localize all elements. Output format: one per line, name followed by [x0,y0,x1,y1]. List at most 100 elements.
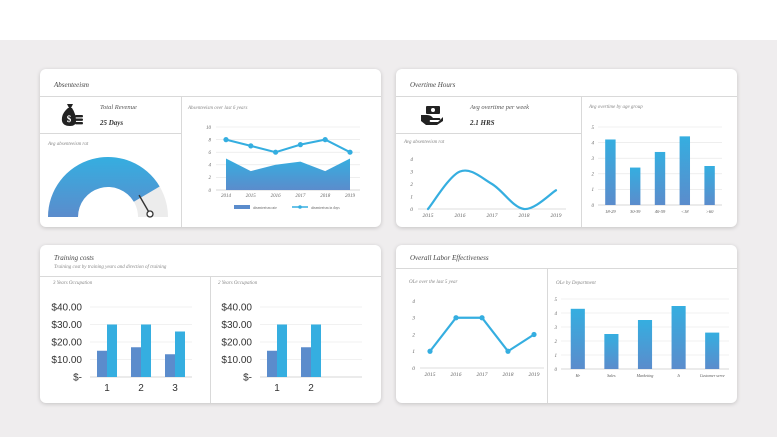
legend-label: absenteeism in days [311,206,340,210]
line-point [479,315,485,321]
gauge-title: Avg absenteeism rat [48,142,89,147]
card-subtitle: Training cost by training years and dire… [54,265,167,270]
line-point [297,142,303,148]
x-tick-label: Hr [575,373,581,378]
bar [671,306,686,369]
money-bag-icon: $ [60,102,84,128]
divider [396,133,581,134]
bar [605,139,616,205]
hand-cash-icon [420,105,444,125]
y-tick-label: 2 [555,340,558,345]
bar [165,354,175,377]
bar [704,166,715,205]
y-tick-label: $30.00 [221,320,252,331]
y-tick-label: 0 [209,189,212,194]
y-tick-label: 6 [209,151,212,156]
x-tick-label: Sales [607,373,616,378]
y-tick-label: $20.00 [51,338,82,349]
y-tick-label: $30.00 [51,320,82,331]
left-chart-title: 3 Years Occupation [53,281,93,286]
gauge-needle-hub [146,210,154,218]
x-tick-label: 2016 [271,194,282,199]
card-title: Overtime Hours [410,81,456,89]
bar [175,331,185,377]
divider [396,268,737,269]
y-tick-label: 4 [412,298,415,305]
kpi-value: 25 Days [100,119,124,127]
line-series [428,316,536,353]
y-tick-label: 2 [412,332,415,338]
x-tick-label: 2 [138,383,144,394]
y-tick-label: $10.00 [51,355,82,366]
bar [131,347,141,377]
y-tick-label: 5 [555,298,558,303]
y-tick-label: 1 [555,354,558,359]
x-tick-label: 18-29 [605,209,616,214]
labor-card: Overall Labor Effectiveness OLe over the… [396,245,737,403]
x-tick-label: 1 [274,383,280,394]
kpi-value: 2.1 HRS [470,119,495,127]
y-tick-label: 4 [209,164,212,169]
age-chart-title: Avg overtime by age group [589,105,643,110]
y-tick-label: 0 [410,207,413,213]
line-point [453,315,459,321]
gauge-fill [48,157,160,217]
y-tick-label: 1 [412,349,415,355]
x-tick-label: 2 [308,383,314,394]
gauge-chart [48,157,168,218]
right-chart-title: 2 Years Occupation [218,281,258,286]
y-tick-label: $- [243,373,252,384]
line-point [322,137,328,143]
top-band [0,0,777,40]
y-tick-label: 2 [592,173,595,178]
bar [107,324,117,377]
y-tick-label: 3 [592,157,595,162]
bar [301,347,311,377]
training-2y-chart: $- $10.00 $20.00 $30.00 $40.00 1 2 [221,303,362,394]
y-tick-label: 2 [209,176,212,181]
absenteeism-card: Absenteeism $ Total Revenue 25 Days Avg … [40,69,381,227]
kpi-label: Avg overtime per week [470,104,530,111]
y-tick-label: 0 [555,368,558,373]
y-tick-label: 1 [592,188,595,193]
labor-dept-chart: 0 1 2 3 4 5 Hr Sales Marketing It Customer serve [555,298,729,378]
divider [40,96,381,97]
x-tick-label: 2017 [295,194,306,199]
y-tick-label: 0 [412,366,415,372]
x-tick-label: 2014 [221,194,232,199]
y-tick-label: 1 [410,194,413,200]
overtime-card: Overtime Hours Avg overtime per week 2.1… [396,69,737,227]
area-series [226,158,350,190]
y-tick-label: 2 [410,182,413,188]
bar [604,334,619,369]
bar [141,324,151,377]
x-tick-label: 2015 [246,194,257,199]
x-tick-label: 2015 [423,213,434,219]
y-tick-label: 4 [555,312,558,317]
bar [654,151,666,205]
divider [581,96,582,227]
x-tick-label: 2019 [551,213,562,219]
x-tick-label: 2017 [487,213,498,219]
card-title: Absenteeism [54,81,89,89]
rate-chart-title: Avg absenteeism rat [404,140,445,145]
x-tick-label: 2016 [451,372,462,378]
y-tick-label: $10.00 [221,355,252,366]
x-tick-label: It [676,373,680,378]
bar [311,324,321,377]
divider [40,133,181,134]
svg-text:$: $ [67,114,72,124]
legend-swatch [298,205,302,209]
x-tick-label: 30-39 [630,209,641,214]
x-tick-label: 2018 [503,372,514,378]
line-series [426,169,558,211]
y-tick-label: 3 [411,316,415,322]
trend-chart-title: Absenteeism over last 6 years [188,106,248,111]
trend-chart-title: OLe over the last 5 year [409,280,458,285]
y-tick-label: $40.00 [221,303,252,314]
divider [547,268,548,403]
y-tick-label: 4 [592,141,595,146]
line-point [427,348,433,354]
x-tick-label: Customer serve [700,373,725,378]
card-title: Training costs [54,254,94,262]
